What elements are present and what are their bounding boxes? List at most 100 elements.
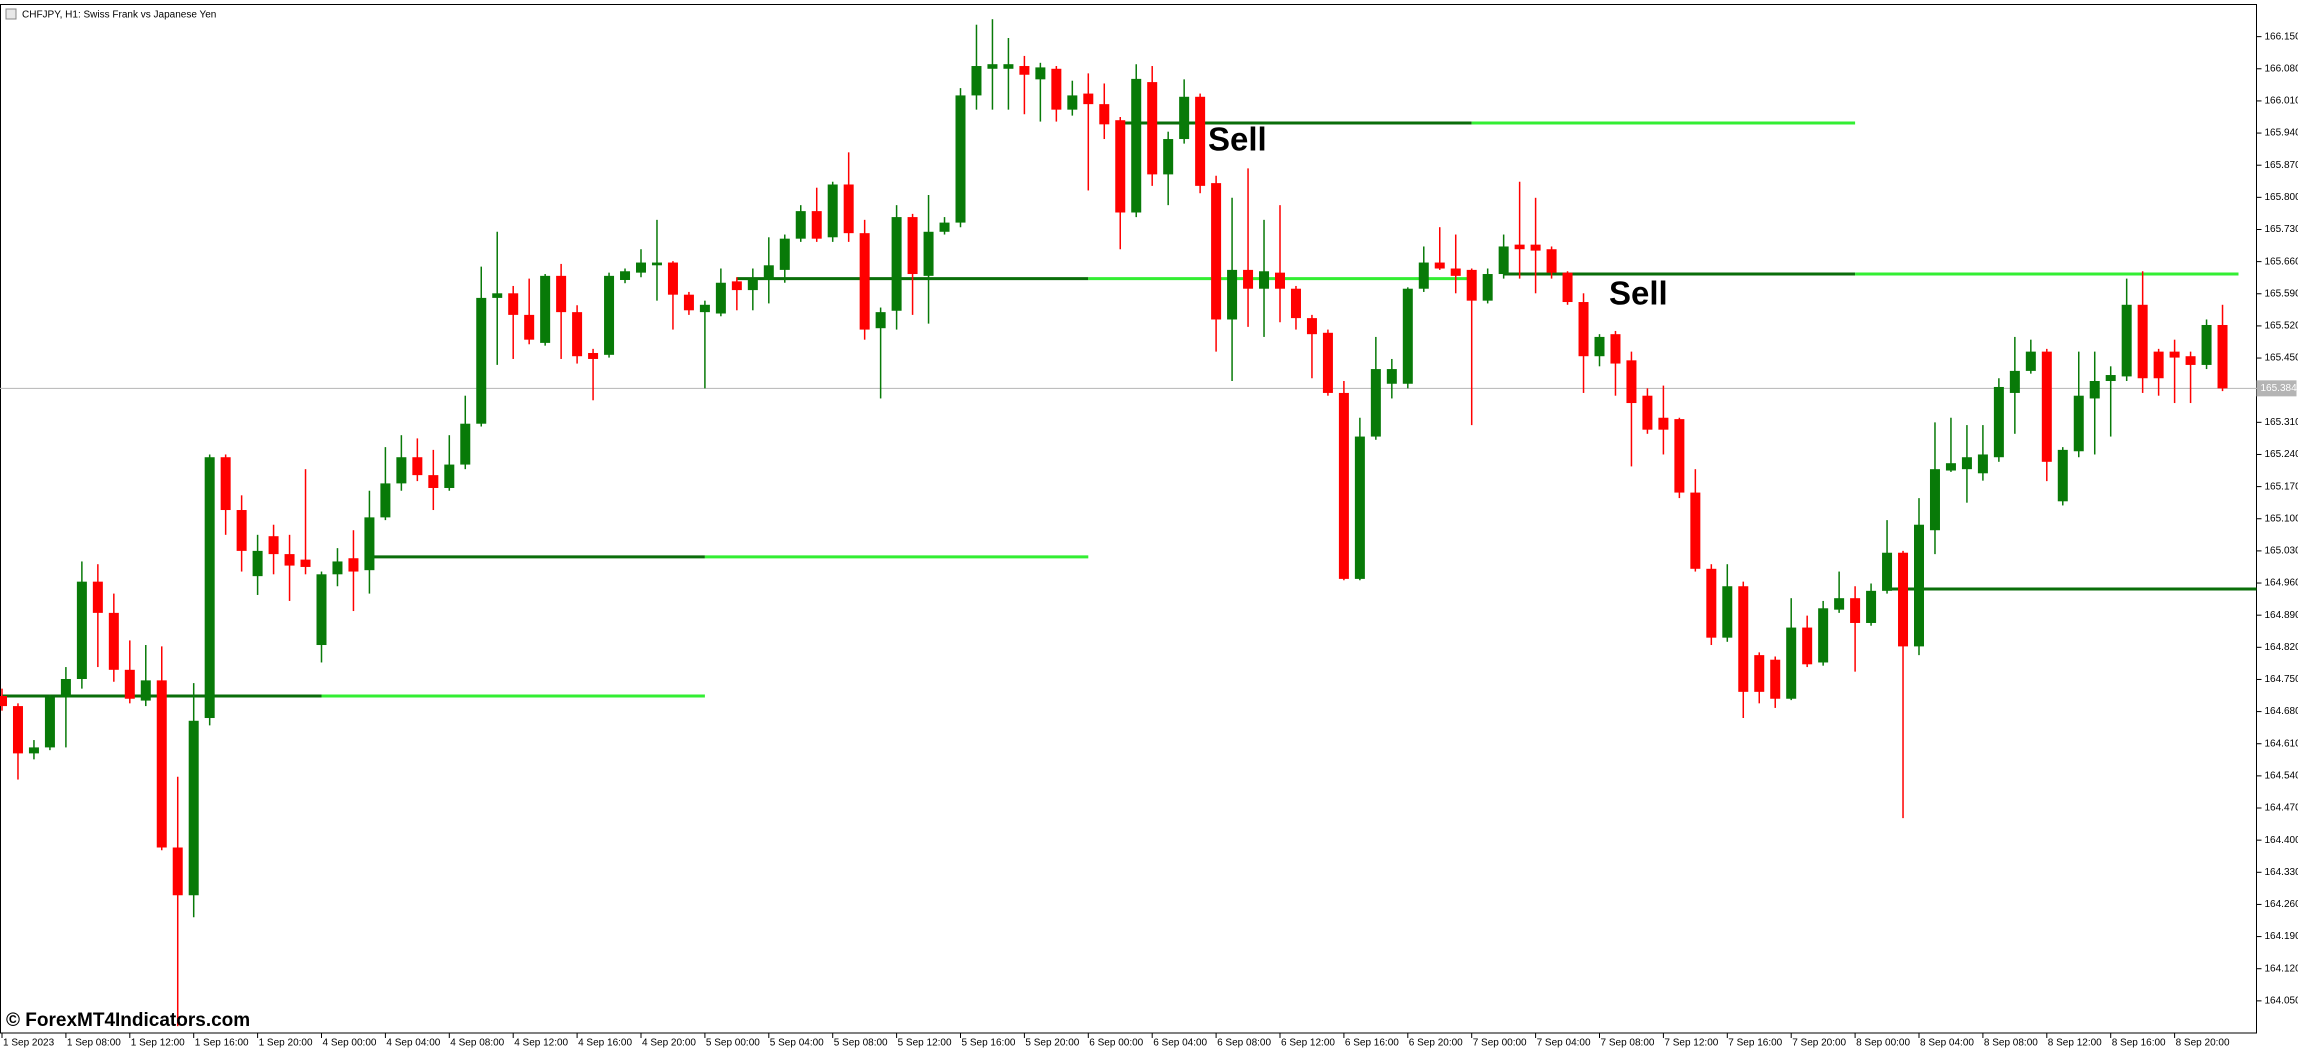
x-tick-label: 1 Sep 08:00 [67,1038,121,1049]
candle-body [811,211,822,239]
candle-body [667,262,678,295]
candle-body [1386,369,1397,384]
candle-body [891,217,902,311]
candle-body [1594,336,1605,357]
candle-body [1290,288,1301,319]
x-tick-label: 5 Sep 08:00 [834,1038,888,1049]
candle-body [699,304,710,313]
candle-body [1898,552,1909,647]
x-tick-label: 4 Sep 16:00 [578,1038,632,1049]
candle-body [316,574,327,646]
y-tick-label: 165.520 [2265,321,2298,332]
x-tick-label: 7 Sep 12:00 [1664,1038,1718,1049]
candle-body [2185,356,2196,365]
y-tick-label: 164.750 [2265,674,2298,685]
candle-body [508,293,519,315]
y-tick-label: 164.050 [2265,996,2298,1007]
candle-body [220,457,231,511]
candle-body [620,271,631,280]
candle-body [1802,627,1813,665]
candle-body [140,680,151,701]
x-tick-label: 8 Sep 12:00 [2048,1038,2102,1049]
candle-body [1227,269,1238,320]
candle-body [1131,78,1142,213]
candle-body [763,265,774,280]
candle-body [1195,96,1206,186]
candle-body [715,282,726,314]
candle-body [1019,66,1030,75]
candle-body [1642,395,1653,430]
candle-body [12,706,23,754]
candle-body [380,483,391,518]
candle-body [2137,304,2148,379]
x-tick-label: 5 Sep 12:00 [898,1038,952,1049]
x-tick-label: 6 Sep 16:00 [1345,1038,1399,1049]
x-tick-label: 6 Sep 12:00 [1281,1038,1335,1049]
y-tick-label: 166.080 [2265,63,2298,74]
candle-body [859,233,870,330]
candle-body [2089,381,2100,399]
candle-body [1179,96,1190,140]
x-tick-label: 7 Sep 00:00 [1473,1038,1527,1049]
y-tick-label: 164.610 [2265,738,2298,749]
candle-body [604,275,615,355]
candle-body [0,695,7,707]
y-tick-label: 164.540 [2265,771,2298,782]
x-tick-label: 4 Sep 20:00 [642,1038,696,1049]
last-price-box [2256,380,2297,397]
candle-body [1706,568,1717,638]
candle-body [1658,417,1669,430]
candle-body [1514,244,1525,250]
candle-body [1466,269,1477,301]
candle-body [524,314,535,340]
x-tick-label: 5 Sep 20:00 [1025,1038,1079,1049]
candle-body [2009,370,2020,393]
candle-body [2057,449,2068,502]
y-tick-label: 165.870 [2265,160,2298,171]
candle-body [1354,436,1365,579]
candle-body [1914,524,1924,647]
x-tick-label: 6 Sep 08:00 [1217,1038,1271,1049]
candle-body [252,550,263,577]
candle-body [1035,67,1046,80]
candle-body [1562,272,1573,303]
x-tick-label: 4 Sep 12:00 [514,1038,568,1049]
candle-body [92,581,103,613]
x-tick-label: 5 Sep 16:00 [962,1038,1016,1049]
y-tick-label: 164.190 [2265,931,2298,942]
y-tick-label: 165.100 [2265,513,2298,524]
x-tick-label: 8 Sep 08:00 [1984,1038,2038,1049]
y-tick-label: 164.680 [2265,706,2298,717]
candle-body [1754,655,1765,692]
candle-body [2201,324,2212,365]
y-tick-label: 164.260 [2265,899,2298,910]
x-tick-label: 5 Sep 04:00 [770,1038,824,1049]
candle-body [1434,262,1445,269]
candle-body [572,312,583,357]
candle-body [1450,268,1461,276]
candle-body [651,262,662,266]
candle-body [1945,463,1956,471]
candle-body [2121,304,2132,377]
candle-body [1243,269,1254,289]
candle-body [1402,288,1413,384]
candle-body [124,669,135,699]
x-tick-label: 7 Sep 08:00 [1601,1038,1655,1049]
chart-title: CHFJPY, H1: Swiss Frank vs Japanese Yen [22,10,216,21]
y-tick-label: 165.450 [2265,353,2298,364]
candle-body [108,612,119,670]
y-tick-label: 164.330 [2265,867,2298,878]
candle-body [907,217,918,275]
candle-body [28,747,39,754]
x-tick-label: 8 Sep 04:00 [1920,1038,1974,1049]
candle-body [2105,375,2116,382]
y-tick-label: 166.150 [2265,31,2298,42]
x-tick-label: 5 Sep 00:00 [706,1038,760,1049]
candle-body [332,561,343,575]
y-tick-label: 165.800 [2265,192,2298,203]
x-tick-label: 6 Sep 00:00 [1089,1038,1143,1049]
y-tick-label: 164.400 [2265,835,2298,846]
candle-body [843,184,854,234]
candle-body [476,297,487,424]
